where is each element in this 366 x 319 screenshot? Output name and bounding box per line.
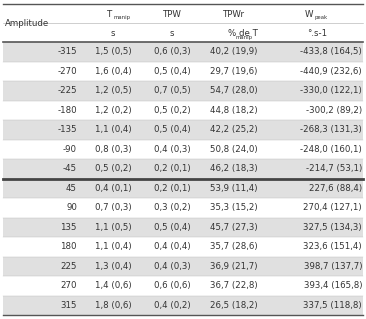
Text: 54,7 (28,0): 54,7 (28,0) (210, 86, 258, 95)
Text: peak: peak (314, 15, 328, 20)
Bar (3, 295, 363, 315)
Text: -90: -90 (63, 145, 77, 154)
Text: -270: -270 (57, 67, 77, 76)
Text: 0,3 (0,2): 0,3 (0,2) (154, 203, 190, 212)
Text: 0,6 (0,6): 0,6 (0,6) (154, 281, 190, 290)
Text: manip: manip (113, 15, 130, 20)
Text: -315: -315 (57, 47, 77, 56)
Text: T: T (107, 10, 112, 19)
Text: -214,7 (53,1): -214,7 (53,1) (306, 164, 362, 173)
Text: 36,7 (22,8): 36,7 (22,8) (210, 281, 258, 290)
Text: -440,9 (232,6): -440,9 (232,6) (300, 67, 362, 76)
Text: 0,2 (0,1): 0,2 (0,1) (154, 164, 190, 173)
Text: 337,5 (118,8): 337,5 (118,8) (303, 301, 362, 310)
Text: 0,4 (0,1): 0,4 (0,1) (95, 184, 131, 193)
Text: s: s (170, 29, 174, 38)
Text: 53,9 (11,4): 53,9 (11,4) (210, 184, 258, 193)
Bar (3, 120, 363, 139)
Text: 323,6 (151,4): 323,6 (151,4) (303, 242, 362, 251)
Text: -180: -180 (57, 106, 77, 115)
Text: W: W (305, 10, 314, 19)
Text: 0,5 (0,4): 0,5 (0,4) (154, 223, 190, 232)
Text: -135: -135 (57, 125, 77, 134)
Text: TPWr: TPWr (223, 10, 245, 19)
Text: -330,0 (122,1): -330,0 (122,1) (300, 86, 362, 95)
Text: 40,2 (19,9): 40,2 (19,9) (210, 47, 258, 56)
Text: Amplitude: Amplitude (5, 19, 49, 27)
Text: 1,1 (0,4): 1,1 (0,4) (95, 125, 131, 134)
Text: 46,2 (18,3): 46,2 (18,3) (210, 164, 258, 173)
Text: 0,4 (0,4): 0,4 (0,4) (154, 242, 190, 251)
Text: 135: 135 (60, 223, 77, 232)
Text: 26,5 (18,2): 26,5 (18,2) (210, 301, 258, 310)
Text: 1,1 (0,5): 1,1 (0,5) (95, 223, 131, 232)
Text: -225: -225 (57, 86, 77, 95)
Text: 1,2 (0,5): 1,2 (0,5) (95, 86, 131, 95)
Text: -268,3 (131,3): -268,3 (131,3) (300, 125, 362, 134)
Text: 180: 180 (60, 242, 77, 251)
Text: 90: 90 (66, 203, 77, 212)
Text: 50,8 (24,0): 50,8 (24,0) (210, 145, 258, 154)
Text: -248,0 (160,1): -248,0 (160,1) (300, 145, 362, 154)
Text: % de T: % de T (228, 29, 258, 38)
Text: -433,8 (164,5): -433,8 (164,5) (300, 47, 362, 56)
Text: 327,5 (134,3): 327,5 (134,3) (303, 223, 362, 232)
Text: 225: 225 (60, 262, 77, 271)
Text: 227,6 (88,4): 227,6 (88,4) (309, 184, 362, 193)
Bar (3, 42, 363, 62)
Bar (3, 256, 363, 276)
Text: 1,3 (0,4): 1,3 (0,4) (95, 262, 131, 271)
Text: 35,7 (28,6): 35,7 (28,6) (210, 242, 258, 251)
Text: 36,9 (21,7): 36,9 (21,7) (210, 262, 258, 271)
Text: TPW: TPW (163, 10, 182, 19)
Text: 35,3 (15,2): 35,3 (15,2) (210, 203, 258, 212)
Text: 0,2 (0,1): 0,2 (0,1) (154, 184, 190, 193)
Bar (3, 237, 363, 256)
Text: 44,8 (18,2): 44,8 (18,2) (210, 106, 258, 115)
Text: 0,4 (0,2): 0,4 (0,2) (154, 301, 190, 310)
Text: 1,2 (0,2): 1,2 (0,2) (95, 106, 131, 115)
Bar (3, 139, 363, 159)
Bar (3, 4, 363, 42)
Text: °.s-1: °.s-1 (307, 29, 328, 38)
Text: 0,7 (0,5): 0,7 (0,5) (154, 86, 190, 95)
Bar (3, 198, 363, 218)
Text: 1,8 (0,6): 1,8 (0,6) (95, 301, 131, 310)
Text: 29,7 (19,6): 29,7 (19,6) (210, 67, 258, 76)
Text: 0,4 (0,3): 0,4 (0,3) (154, 262, 190, 271)
Text: s: s (111, 29, 115, 38)
Text: -300,2 (89,2): -300,2 (89,2) (306, 106, 362, 115)
Text: 398,7 (137,7): 398,7 (137,7) (303, 262, 362, 271)
Text: 45: 45 (66, 184, 77, 193)
Bar (3, 276, 363, 295)
Text: 0,5 (0,4): 0,5 (0,4) (154, 67, 190, 76)
Text: 0,8 (0,3): 0,8 (0,3) (95, 145, 131, 154)
Bar (3, 218, 363, 237)
Text: 0,4 (0,3): 0,4 (0,3) (154, 145, 190, 154)
Text: 1,1 (0,4): 1,1 (0,4) (95, 242, 131, 251)
Bar (3, 81, 363, 100)
Bar (3, 179, 363, 198)
Text: 1,5 (0,5): 1,5 (0,5) (95, 47, 131, 56)
Text: 315: 315 (60, 301, 77, 310)
Bar (3, 100, 363, 120)
Text: 0,5 (0,2): 0,5 (0,2) (154, 106, 190, 115)
Text: 0,6 (0,3): 0,6 (0,3) (154, 47, 190, 56)
Text: manip: manip (235, 35, 252, 40)
Text: 393,4 (165,8): 393,4 (165,8) (303, 281, 362, 290)
Text: 0,5 (0,2): 0,5 (0,2) (95, 164, 131, 173)
Bar (3, 62, 363, 81)
Text: 0,5 (0,4): 0,5 (0,4) (154, 125, 190, 134)
Text: 0,7 (0,3): 0,7 (0,3) (95, 203, 131, 212)
Bar (3, 159, 363, 179)
Text: 1,4 (0,6): 1,4 (0,6) (95, 281, 131, 290)
Text: -45: -45 (63, 164, 77, 173)
Text: 42,2 (25,2): 42,2 (25,2) (210, 125, 258, 134)
Text: 45,7 (27,3): 45,7 (27,3) (210, 223, 258, 232)
Text: 1,6 (0,4): 1,6 (0,4) (95, 67, 131, 76)
Text: 270: 270 (60, 281, 77, 290)
Text: 270,4 (127,1): 270,4 (127,1) (303, 203, 362, 212)
